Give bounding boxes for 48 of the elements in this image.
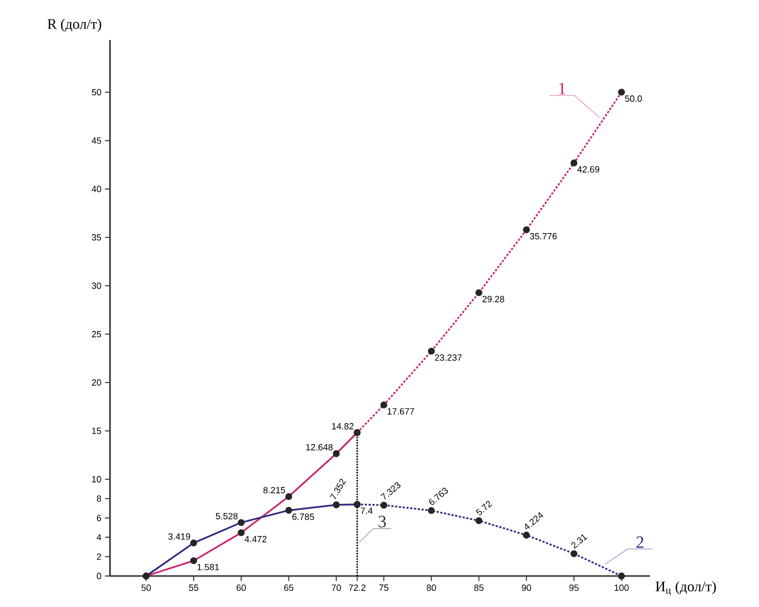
data-label: 50.0 (625, 95, 642, 102)
y-tick-label: 35 (92, 234, 102, 241)
x-tick-label: 70 (332, 584, 341, 591)
data-label: 29.28 (482, 296, 504, 302)
y-tick-label: 20 (92, 379, 102, 386)
y-tick-label: 45 (92, 137, 102, 144)
annotation: 3 (378, 516, 386, 528)
data-label: 14.82 (332, 423, 354, 430)
x-tick-label: 80 (426, 584, 436, 591)
x-tick-label: 90 (522, 584, 532, 591)
x-tick-label: 60 (236, 584, 246, 591)
y-tick-label: 15 (92, 428, 102, 434)
x-tick-label: 50 (141, 584, 151, 591)
data-label: 4.472 (244, 536, 266, 542)
x-tick-label: 72.2 (348, 584, 366, 591)
data-label: 6.785 (292, 514, 314, 520)
y-tick-label: 30 (92, 282, 102, 289)
data-label: 35.776 (530, 233, 557, 240)
series-label: 2 (636, 536, 644, 548)
data-label: 17.677 (388, 408, 414, 415)
data-label: 3.419 (168, 533, 190, 540)
data-label: 2.31 (571, 534, 588, 549)
y-tick-label: 2 (96, 554, 102, 560)
x-tick-label: 55 (189, 584, 198, 591)
data-label: 8.215 (263, 486, 286, 494)
y-tick-label: 10 (92, 476, 102, 482)
x-tick-label: 75 (379, 584, 388, 591)
data-label: 1.581 (198, 564, 219, 570)
x-tick-label: 100 (614, 584, 629, 591)
x-tick-label: 65 (284, 584, 294, 591)
data-label: 5.72 (476, 501, 492, 516)
data-label: 12.648 (306, 444, 333, 450)
y-tick-label: 4 (96, 534, 102, 540)
y-tick-label: 40 (92, 186, 102, 192)
y-tick-label: 50 (92, 89, 102, 96)
text: 1 (559, 82, 566, 94)
y-tick-label: 0 (96, 572, 102, 580)
data-label: 7.4 (360, 508, 373, 514)
x-tick-label: 85 (474, 584, 484, 591)
x-axis-title: И$_{ц}$ (дол/т) (656, 581, 716, 596)
x-tick-label: 95 (569, 584, 579, 591)
data-label: 42.69 (577, 166, 600, 173)
y-tick-label: 6 (96, 514, 102, 522)
data-label: 23.237 (435, 354, 462, 361)
y-tick-label: 8 (96, 495, 102, 502)
y-axis-title: R (дол/т) (48, 18, 102, 32)
data-label: 5.528 (216, 512, 238, 520)
y-tick-label: 25 (92, 330, 102, 338)
